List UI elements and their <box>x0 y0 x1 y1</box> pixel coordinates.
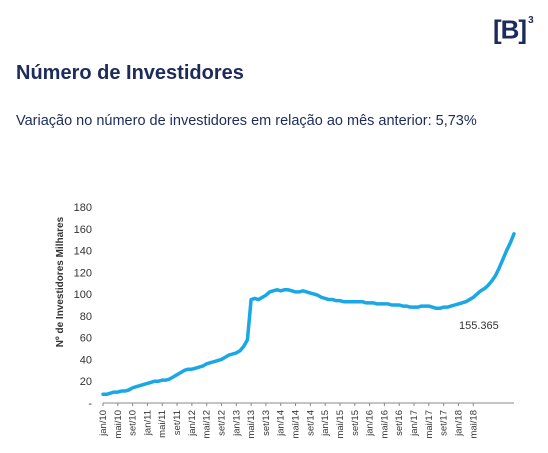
x-tick-label: mai/11 <box>157 410 168 438</box>
y-tick-label: 180 <box>74 202 92 214</box>
y-tick-label: 100 <box>74 289 92 301</box>
x-tick-label: jan/18 <box>453 410 464 437</box>
x-tick-label: mai/15 <box>335 410 346 439</box>
y-axis-label: Nº de Investidores Milhares <box>55 216 66 347</box>
logo-superscript: 3 <box>528 15 534 26</box>
y-tick-label: 120 <box>74 267 92 279</box>
x-axis: jan/10 mai/10 set/10 jan/11 mai/11 set/11 jan/… <box>98 402 514 439</box>
x-tick-label: jan/11 <box>142 410 153 436</box>
x-tick-label: mai/13 <box>246 410 257 439</box>
logo-text: [B] <box>493 14 527 45</box>
y-axis: - 20 40 60 80 100 120 140 160 180 <box>74 202 93 410</box>
x-tick-label: jan/14 <box>276 410 287 437</box>
page-subtitle: Variação no número de investidores em re… <box>16 113 477 129</box>
y-tick-label: 140 <box>74 246 92 258</box>
y-tick-label: 160 <box>74 224 92 236</box>
x-tick-label: jan/17 <box>409 410 420 437</box>
x-tick-label: set/11 <box>172 410 183 435</box>
x-tick-label: mai/10 <box>113 410 124 439</box>
x-tick-label: set/16 <box>394 410 405 436</box>
x-tick-label: mai/18 <box>468 410 479 439</box>
y-tick-label: 40 <box>80 354 92 366</box>
x-tick-label: set/12 <box>216 410 227 436</box>
x-tick-label: jan/16 <box>365 410 376 437</box>
x-tick-label: jan/13 <box>231 410 242 437</box>
x-tick-label: mai/14 <box>291 410 302 439</box>
last-value-annotation: 155.365 <box>459 320 499 332</box>
y-tick-label: - <box>88 398 92 410</box>
y-tick-label: 80 <box>80 311 92 323</box>
x-tick-label: set/15 <box>350 410 361 436</box>
x-tick-label: set/10 <box>128 410 139 436</box>
b3-logo: [B] 3 <box>493 14 534 43</box>
x-tick-label: mai/16 <box>379 410 390 439</box>
y-tick-label: 60 <box>80 333 92 345</box>
page-title: Número de Investidores <box>16 62 244 84</box>
y-tick-label: 20 <box>80 376 92 388</box>
x-tick-label: set/13 <box>261 410 272 436</box>
x-tick-label: set/14 <box>305 410 316 436</box>
x-tick-label: jan/12 <box>187 410 198 437</box>
x-tick-label: mai/12 <box>202 410 213 439</box>
x-tick-label: jan/15 <box>320 410 331 437</box>
x-tick-label: jan/10 <box>98 410 109 437</box>
x-tick-label: mai/17 <box>424 410 435 439</box>
series-line <box>101 232 516 397</box>
x-tick-label: set/17 <box>439 410 450 436</box>
